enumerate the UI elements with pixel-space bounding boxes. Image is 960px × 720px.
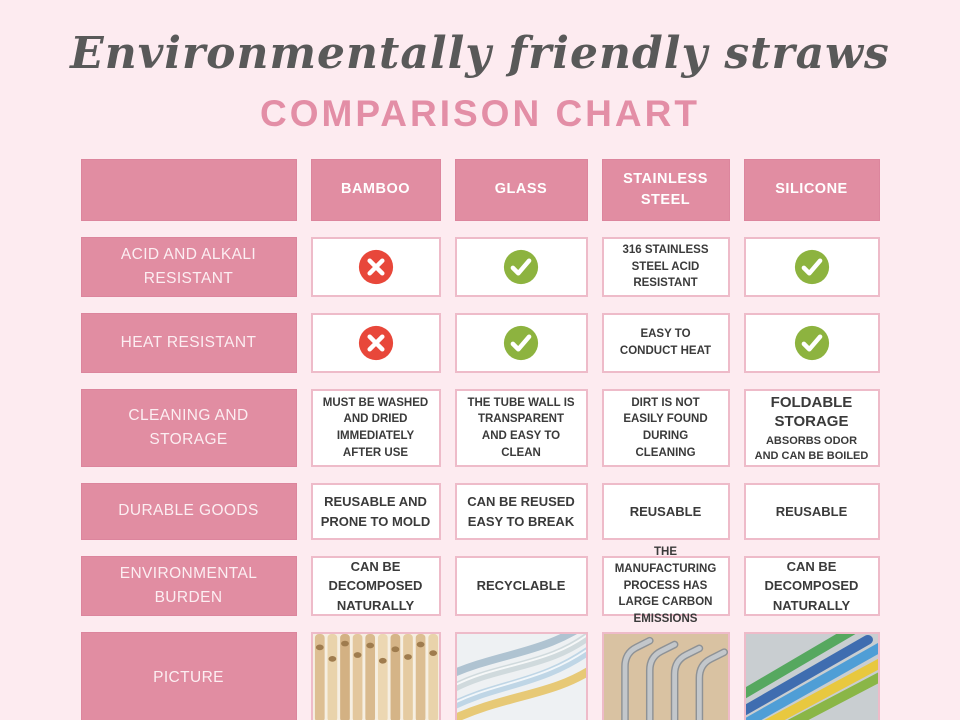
cell-text: REUSABLE AND PRONE TO MOLD <box>320 494 431 529</box>
cell-text: CAN BE REUSED EASY TO BREAK <box>467 494 575 529</box>
bamboo-straws-photo <box>312 634 439 720</box>
cell-durable-silicone: REUSABLE <box>743 483 880 540</box>
cell-text: RECYCLABLE <box>476 578 566 594</box>
cell-heat-glass <box>454 313 588 373</box>
row-label-heat-resistant: HEAT RESISTANT <box>80 313 297 373</box>
cell-text: THE MANUFACTURING PROCESS HAS LARGE CARB… <box>614 546 717 626</box>
column-header-stainless-steel: STAINLESS STEEL <box>601 159 730 221</box>
stainless-steel-straws-photo <box>603 634 728 720</box>
cell-durable-bamboo: REUSABLE AND PRONE TO MOLD <box>310 483 441 540</box>
cell-picture-glass <box>454 632 588 720</box>
column-header-silicone: SILICONE <box>743 159 880 221</box>
cell-text: CAN BE DECOMPOSED NATURALLY <box>328 558 423 613</box>
cell-cleaning-glass: THE TUBE WALL IS TRANSPARENT AND EASY TO… <box>454 389 588 467</box>
row-label-environmental-burden: ENVIRONMENTAL BURDEN <box>80 556 297 616</box>
cell-environment-stainless: THE MANUFACTURING PROCESS HAS LARGE CARB… <box>601 546 730 625</box>
cell-cleaning-silicone: FOLDABLE STORAGE ABSORBS ODOR AND CAN BE… <box>743 389 880 467</box>
row-label-acid-alkali-resistant: ACID AND ALKALI RESISTANT <box>80 237 297 297</box>
cell-text: THE TUBE WALL IS TRANSPARENT AND EASY TO… <box>467 396 575 459</box>
cell-text-main: FOLDABLE STORAGE <box>770 393 853 431</box>
cell-text: DIRT IS NOT EASILY FOUND DURING CLEANING <box>623 396 708 459</box>
cross-icon <box>358 325 394 361</box>
column-header-glass: GLASS <box>454 159 588 221</box>
row-label-cleaning-storage: CLEANING AND STORAGE <box>80 389 297 467</box>
page-title: Environmentally friendly straws <box>70 28 890 79</box>
page-subtitle: COMPARISON CHART <box>260 93 700 134</box>
cell-picture-stainless-steel <box>601 632 730 720</box>
cell-acid-glass <box>454 237 588 297</box>
cell-environment-glass: RECYCLABLE <box>454 556 588 616</box>
cell-text: CAN BE DECOMPOSED NATURALLY <box>764 558 859 613</box>
cell-text: MUST BE WASHED AND DRIED IMMEDIATELY AFT… <box>322 396 429 459</box>
check-icon <box>794 325 830 361</box>
cell-environment-bamboo: CAN BE DECOMPOSED NATURALLY <box>310 556 441 616</box>
cell-acid-silicone <box>743 237 880 297</box>
cell-text: EASY TO CONDUCT HEAT <box>619 328 712 357</box>
cell-acid-bamboo <box>310 237 441 297</box>
cell-heat-bamboo <box>310 313 441 373</box>
check-icon <box>794 249 830 285</box>
cell-picture-bamboo <box>310 632 441 720</box>
table-corner-cell <box>80 159 297 221</box>
cell-durable-stainless: REUSABLE <box>601 483 730 540</box>
silicone-straws-photo <box>745 634 878 720</box>
column-header-bamboo: BAMBOO <box>310 159 441 221</box>
row-label-durable-goods: DURABLE GOODS <box>80 483 297 540</box>
cell-text: REUSABLE <box>775 503 848 519</box>
cell-text-sub: ABSORBS ODOR AND CAN BE BOILED <box>754 434 869 462</box>
cell-environment-silicone: CAN BE DECOMPOSED NATURALLY <box>743 556 880 616</box>
cell-durable-glass: CAN BE REUSED EASY TO BREAK <box>454 483 588 540</box>
cross-icon <box>358 249 394 285</box>
cell-text: 316 STAINLESS STEEL ACID RESISTANT <box>622 244 709 290</box>
cell-heat-stainless: EASY TO CONDUCT HEAT <box>601 313 730 373</box>
cell-picture-silicone <box>743 632 880 720</box>
cell-acid-stainless: 316 STAINLESS STEEL ACID RESISTANT <box>601 237 730 297</box>
row-label-picture: PICTURE <box>80 632 297 720</box>
cell-text: REUSABLE <box>629 503 702 519</box>
check-icon <box>503 249 539 285</box>
cell-cleaning-stainless: DIRT IS NOT EASILY FOUND DURING CLEANING <box>601 389 730 467</box>
check-icon <box>503 325 539 361</box>
glass-straws-photo <box>456 634 586 720</box>
cell-cleaning-bamboo: MUST BE WASHED AND DRIED IMMEDIATELY AFT… <box>310 389 441 467</box>
comparison-table: BAMBOO GLASS STAINLESS STEEL SILICONE AC… <box>80 159 880 720</box>
cell-heat-silicone <box>743 313 880 373</box>
